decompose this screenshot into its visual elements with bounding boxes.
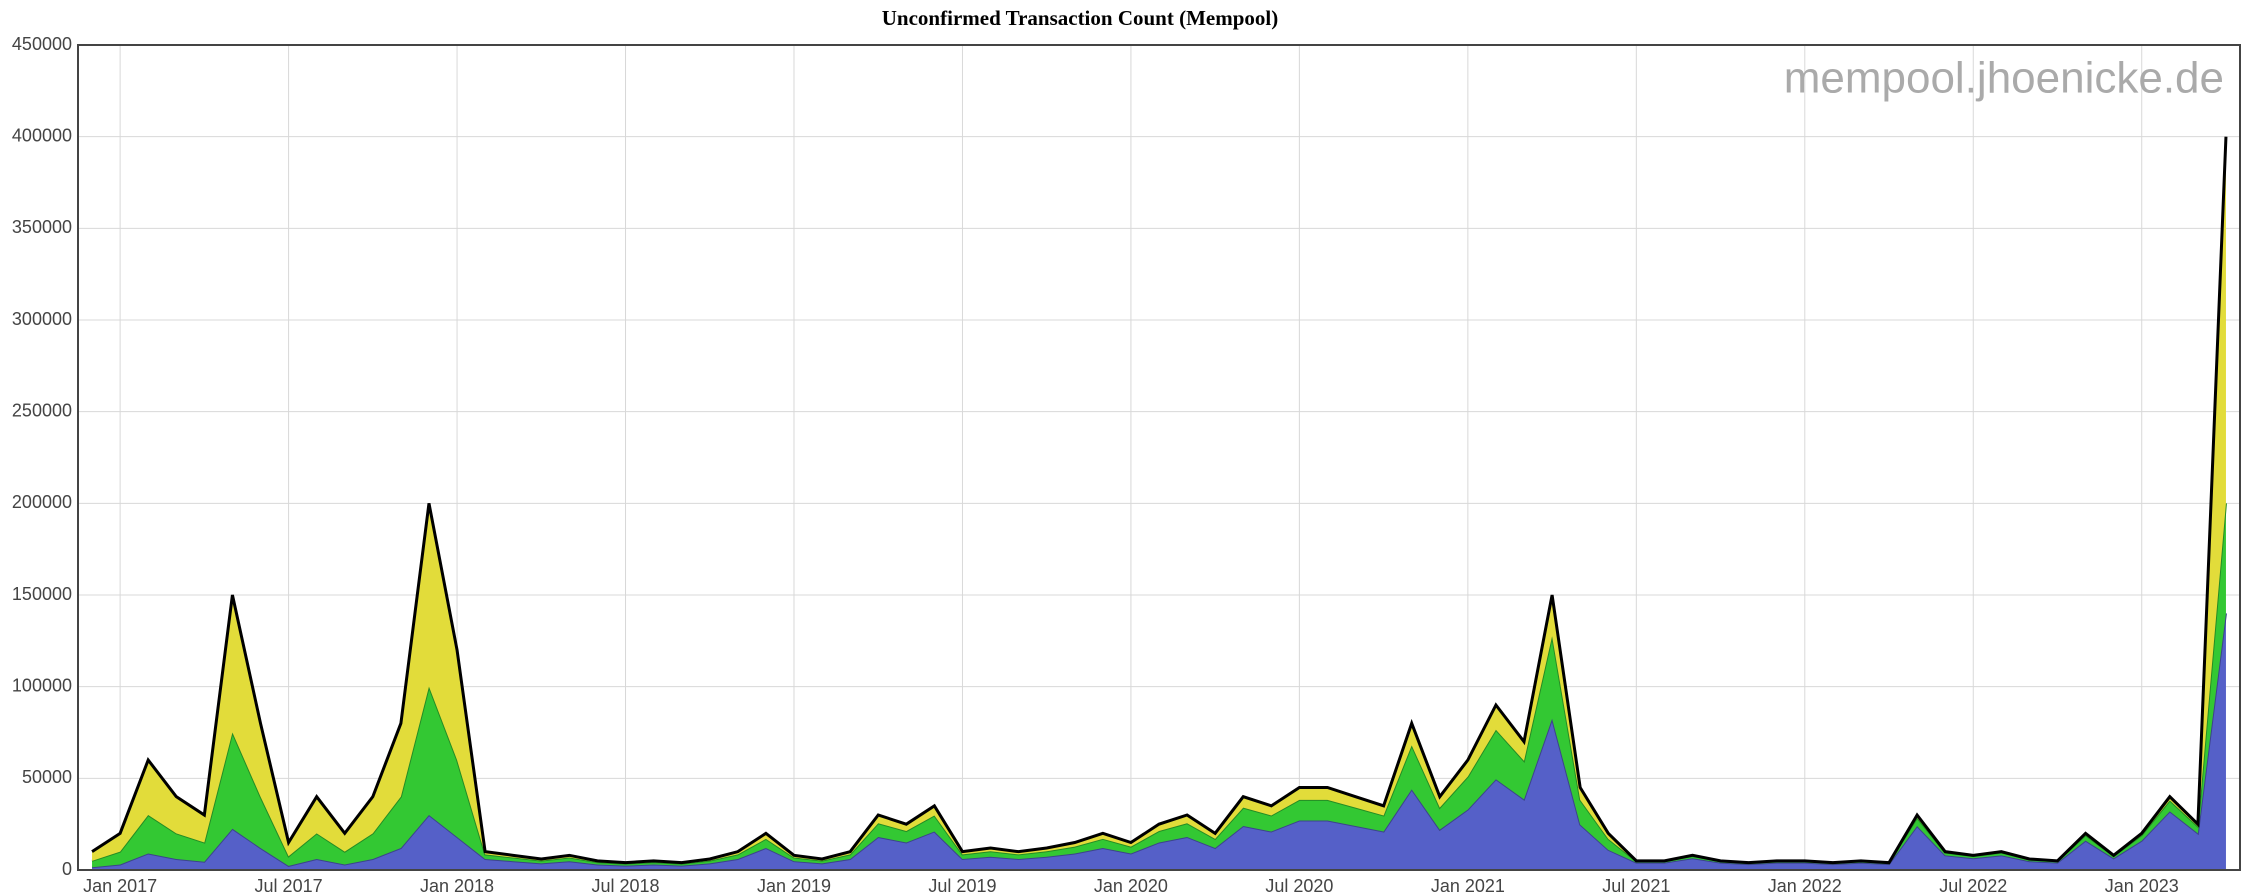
chart-title: Unconfirmed Transaction Count (Mempool) bbox=[882, 6, 1278, 30]
y-tick-label: 300000 bbox=[12, 309, 72, 329]
x-tick-label: Jan 2019 bbox=[757, 876, 831, 894]
y-tick-label: 200000 bbox=[12, 492, 72, 512]
x-tick-label: Jan 2020 bbox=[1094, 876, 1168, 894]
x-tick-label: Jan 2022 bbox=[1768, 876, 1842, 894]
y-tick-label: 0 bbox=[62, 859, 72, 879]
x-tick-label: Jan 2018 bbox=[420, 876, 494, 894]
x-tick-label: Jul 2020 bbox=[1265, 876, 1333, 894]
y-tick-label: 350000 bbox=[12, 217, 72, 237]
y-tick-label: 100000 bbox=[12, 675, 72, 695]
watermark: mempool.jhoenicke.de bbox=[1784, 54, 2224, 103]
y-tick-label: 50000 bbox=[22, 767, 72, 787]
y-tick-label: 250000 bbox=[12, 400, 72, 420]
x-tick-label: Jul 2021 bbox=[1602, 876, 1670, 894]
x-tick-label: Jul 2018 bbox=[591, 876, 659, 894]
x-tick-label: Jan 2017 bbox=[83, 876, 157, 894]
y-tick-label: 450000 bbox=[12, 34, 72, 54]
y-tick-label: 150000 bbox=[12, 584, 72, 604]
x-tick-label: Jul 2019 bbox=[928, 876, 996, 894]
x-tick-label: Jan 2023 bbox=[2105, 876, 2179, 894]
y-tick-label: 400000 bbox=[12, 125, 72, 145]
x-tick-label: Jul 2017 bbox=[255, 876, 323, 894]
x-tick-label: Jan 2021 bbox=[1431, 876, 1505, 894]
top-line bbox=[91, 136, 2228, 865]
x-tick-label: Jul 2022 bbox=[1939, 876, 2007, 894]
plot-frame bbox=[77, 44, 2241, 871]
